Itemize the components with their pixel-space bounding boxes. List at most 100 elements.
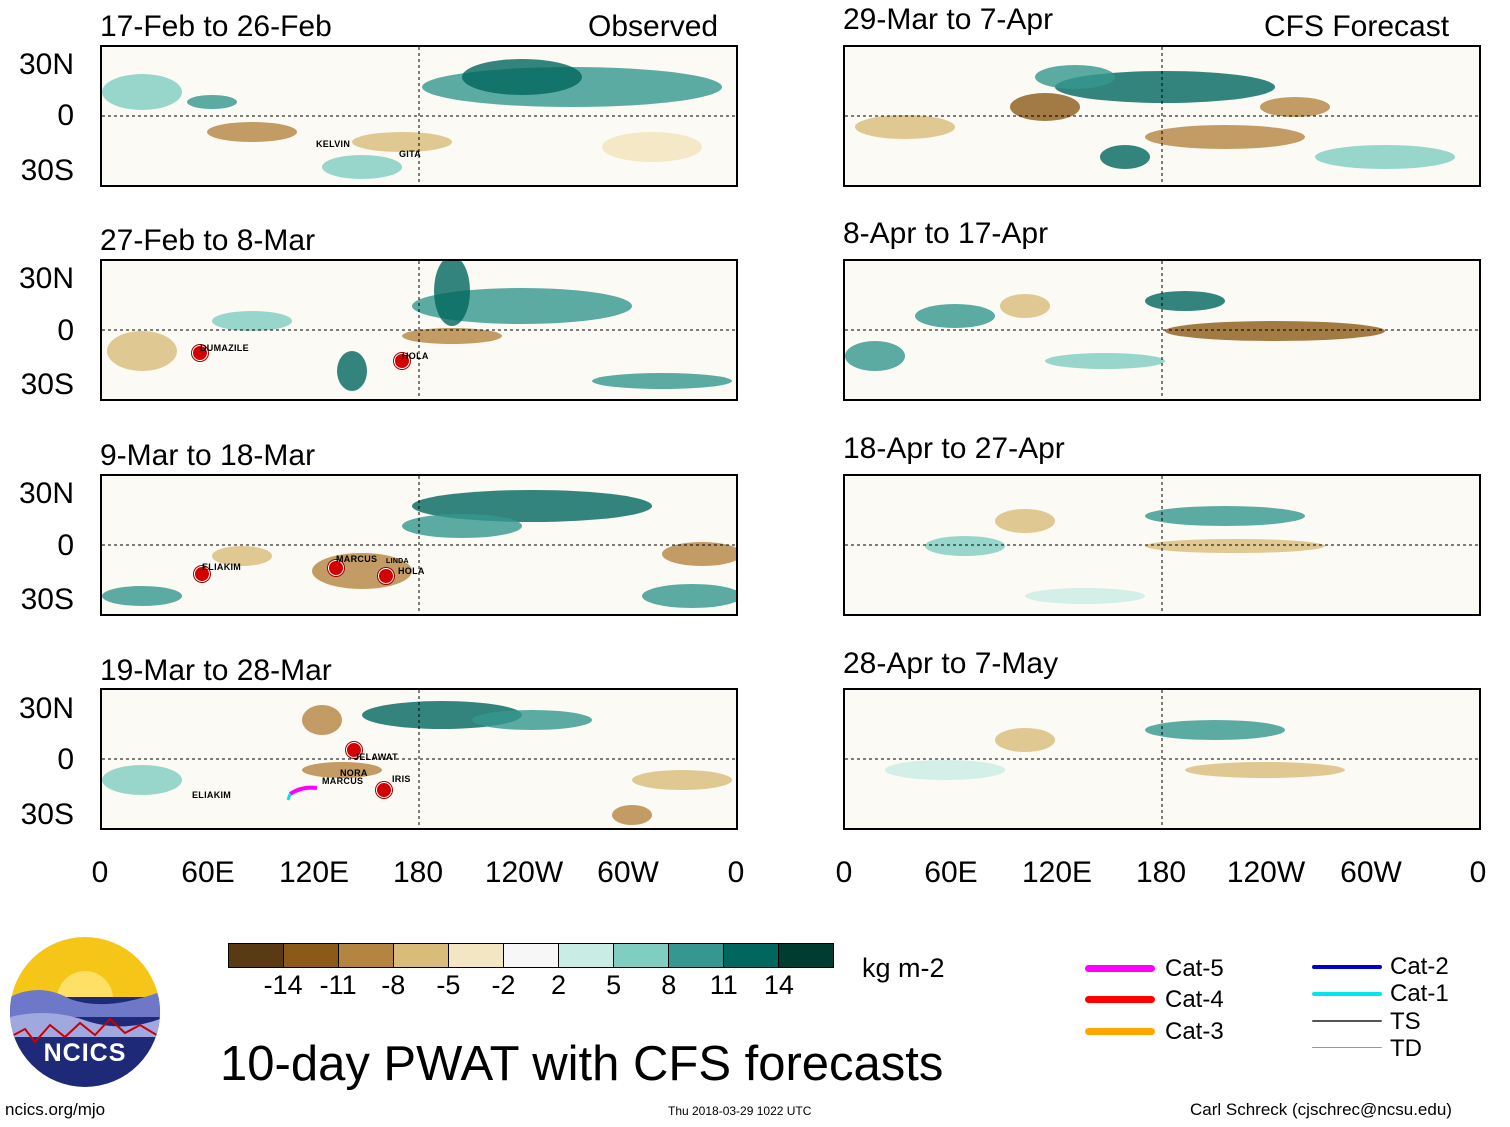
lon-label: 60E [924, 856, 978, 889]
colorbar-swatch [229, 944, 284, 967]
lon-label: 60E [181, 856, 235, 889]
ncics-logo: NCICS [10, 937, 160, 1087]
storm-label: JELAWAT [354, 752, 398, 762]
anomaly-map [843, 45, 1481, 187]
lat-label: 30S [20, 154, 74, 187]
main-title: 10-day PWAT with CFS forecasts [220, 1037, 944, 1091]
lon-label: 60W [597, 856, 659, 889]
storm-label: MARCUS [336, 554, 378, 564]
cyclone-icon [378, 568, 394, 584]
storm-label: LINDA [386, 558, 409, 565]
lat-label: 0 [57, 743, 74, 776]
panel-title: 29-Mar to 7-Apr [843, 3, 1054, 36]
lat-label: 30S [20, 798, 74, 831]
colorbar-tick-label: -8 [381, 970, 406, 1000]
cyclone-icon [328, 560, 344, 576]
lon-label: 0 [1469, 856, 1487, 889]
colorbar-tick-label: 11 [709, 970, 738, 1000]
lat-label: 30N [18, 48, 74, 81]
legend-label: Cat-2 [1390, 953, 1449, 980]
legend-label: Cat-1 [1390, 980, 1449, 1007]
lon-label: 0 [835, 856, 853, 889]
colorbar-swatch [724, 944, 779, 967]
colorbar-tick-label: 14 [763, 970, 794, 1000]
legend-label: TS [1390, 1008, 1421, 1035]
lon-label: 0 [91, 856, 109, 889]
colorbar-swatch [284, 944, 339, 967]
lat-label: 30N [18, 477, 74, 510]
lon-label: 120E [1021, 856, 1093, 889]
cyclone-icon [194, 566, 210, 582]
colorbar-swatch [614, 944, 669, 967]
lat-label: 30S [20, 368, 74, 401]
footer-timestamp: Thu 2018-03-29 1022 UTC [668, 1104, 812, 1118]
colorbar-unit: kg m-2 [862, 953, 945, 983]
colorbar-tick-label: 2 [551, 970, 567, 1000]
legend-swatch-cat1 [1312, 992, 1382, 996]
storm-label: HOLA [402, 351, 429, 361]
legend-swatch-cat3 [1085, 1028, 1155, 1035]
forecast-label: CFS Forecast [1264, 10, 1450, 43]
lon-label: 180 [392, 856, 444, 889]
lat-label: 0 [57, 314, 74, 347]
lat-label: 30N [18, 262, 74, 295]
legend-label: Cat-5 [1165, 955, 1224, 982]
anomaly-map [843, 688, 1481, 830]
panel-title: 27-Feb to 8-Mar [100, 224, 316, 257]
legend-swatch-cat5 [1085, 965, 1155, 972]
legend-swatch-cat4 [1085, 996, 1155, 1003]
colorbar [228, 943, 834, 968]
footer-url[interactable]: ncics.org/mjo [5, 1100, 106, 1119]
storm-label: ELIAKIM [202, 562, 242, 572]
storm-label: HOLA [398, 566, 425, 576]
panel-title: 28-Apr to 7-May [843, 647, 1059, 680]
cyclone-icon [346, 742, 362, 758]
panel-title: 18-Apr to 27-Apr [843, 432, 1065, 465]
footer-author: Carl Schreck (cjschrec@ncsu.edu) [1190, 1100, 1452, 1119]
anomaly-map: KELVIN GITA [100, 45, 738, 187]
lon-label: 180 [1135, 856, 1187, 889]
storm-label: MARCUS [322, 776, 364, 786]
legend-label: Cat-4 [1165, 986, 1224, 1013]
cyclone-icon [394, 353, 410, 369]
colorbar-tick-label: -11 [319, 970, 357, 1000]
lon-label: 60W [1340, 856, 1402, 889]
anomaly-map: DUMAZILE HOLA [100, 259, 738, 401]
colorbar-swatch [669, 944, 724, 967]
storm-label: KELVIN [316, 139, 351, 149]
legend-label: Cat-3 [1165, 1018, 1224, 1045]
anomaly-map [843, 474, 1481, 616]
legend-swatch-cat2 [1312, 965, 1382, 969]
logo-text: NCICS [43, 1039, 127, 1067]
colorbar-swatch [779, 944, 833, 967]
storm-label: NORA [340, 768, 368, 778]
storm-label: IRIS [392, 774, 411, 784]
storm-label: DUMAZILE [200, 343, 249, 353]
legend-swatch-ts [1312, 1020, 1382, 1022]
lat-label: 30S [20, 583, 74, 616]
colorbar-swatch [559, 944, 614, 967]
colorbar-tick-label: -14 [263, 970, 303, 1000]
lon-label: 0 [727, 856, 745, 889]
colorbar-tick-label: -5 [436, 970, 461, 1000]
lon-label: 120W [1226, 856, 1306, 889]
storm-label: ELIAKIM [192, 790, 232, 800]
panel-title: 8-Apr to 17-Apr [843, 217, 1049, 250]
colorbar-tick-label: 5 [606, 970, 622, 1000]
colorbar-swatch [504, 944, 559, 967]
anomaly-map: JELAWAT NORA MARCUS IRIS ELIAKIM [100, 688, 738, 830]
colorbar-swatch [394, 944, 449, 967]
storm-label: GITA [399, 149, 422, 159]
colorbar-swatch [339, 944, 394, 967]
panel-title: 9-Mar to 18-Mar [100, 439, 316, 472]
anomaly-map: ELIAKIM MARCUS LINDA HOLA [100, 474, 738, 616]
legend-swatch-td [1312, 1047, 1382, 1048]
legend-label: TD [1390, 1035, 1422, 1062]
lat-label: 0 [57, 99, 74, 132]
colorbar-tick-label: 8 [661, 970, 677, 1000]
cyclone-icon [376, 782, 392, 798]
panel-title: 19-Mar to 28-Mar [100, 654, 332, 687]
lat-label: 30N [18, 692, 74, 725]
lon-label: 120E [278, 856, 350, 889]
anomaly-map [843, 259, 1481, 401]
